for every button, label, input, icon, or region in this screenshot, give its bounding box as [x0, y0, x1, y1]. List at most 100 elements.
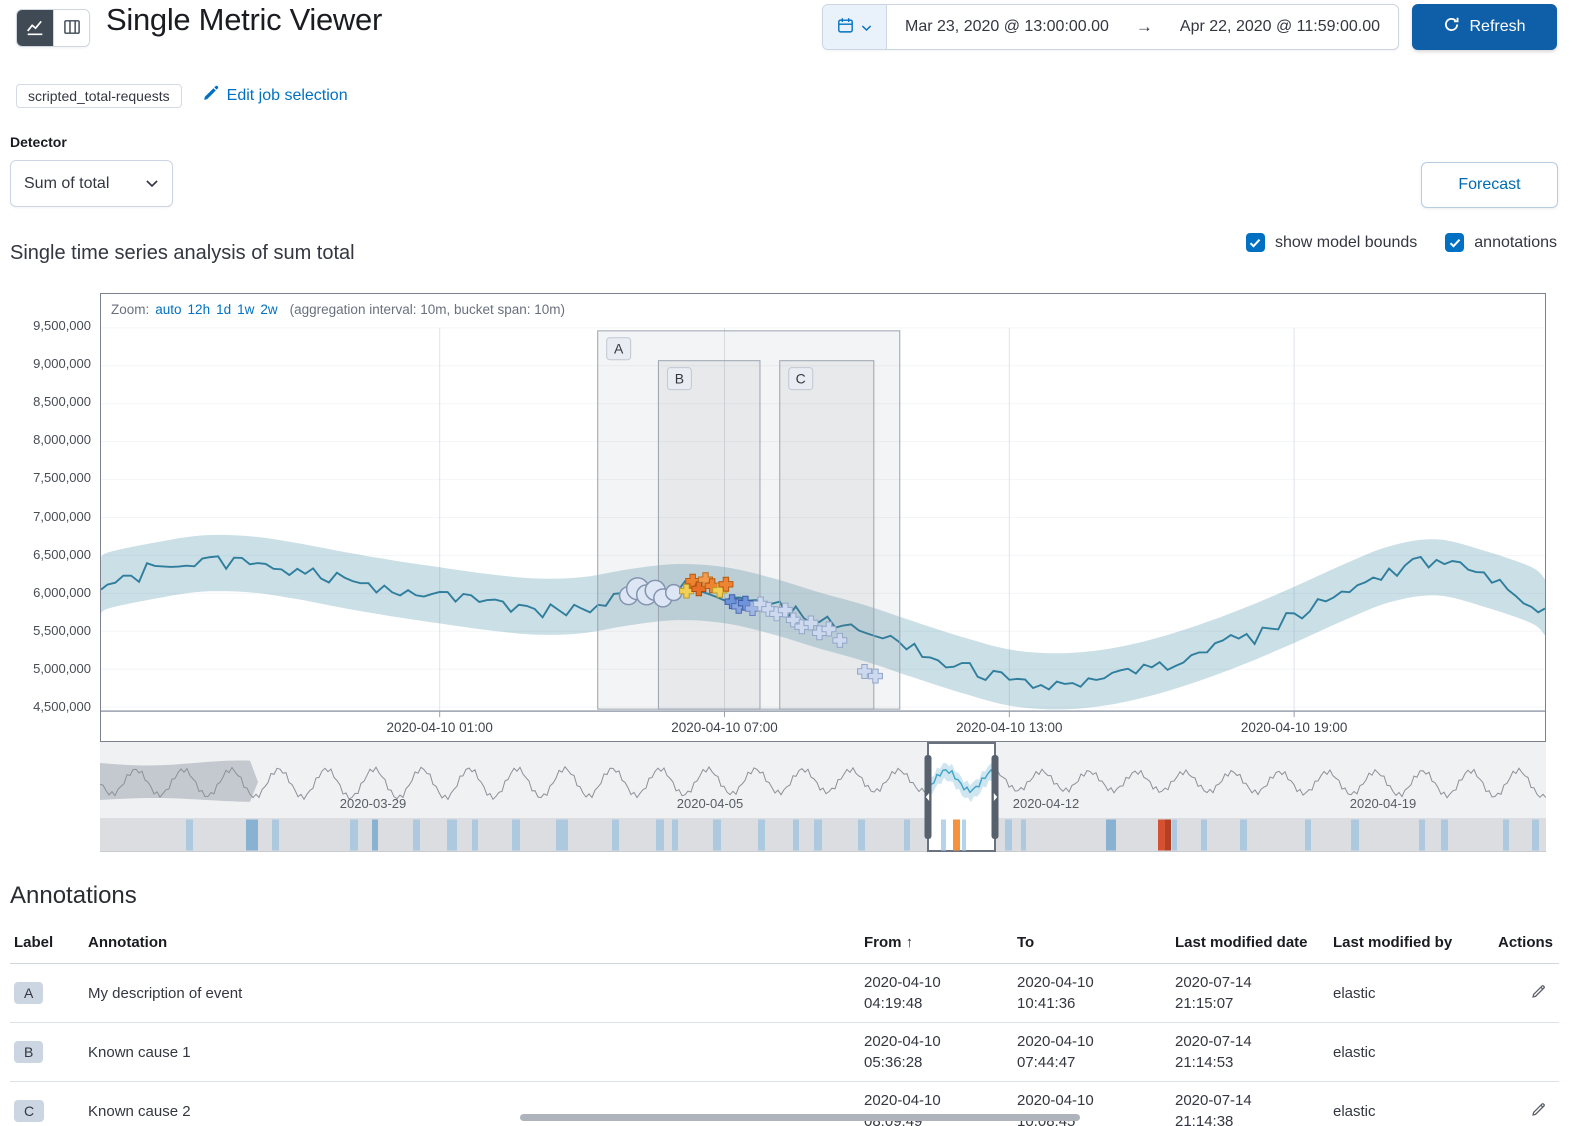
- column-header-from[interactable]: From ↑: [860, 926, 1013, 964]
- refresh-button[interactable]: Refresh: [1412, 4, 1557, 50]
- end-date[interactable]: Apr 22, 2020 @ 11:59:00.00: [1179, 18, 1380, 35]
- y-axis-label: 5,500,000: [33, 622, 91, 638]
- anomaly-marker-cross[interactable]: [679, 583, 695, 599]
- context-chart-svg[interactable]: 2020-03-29 2020-04-05 2020-04-12 2020-04-19: [100, 742, 1546, 852]
- data-grid-view-button[interactable]: [53, 10, 89, 46]
- annotation-label-badge: A: [14, 982, 44, 1004]
- column-header-to[interactable]: To: [1013, 926, 1171, 964]
- swimlane-anomaly-bar[interactable]: [612, 819, 619, 851]
- edit-annotation-button[interactable]: [1528, 1099, 1549, 1123]
- main-time-series-chart[interactable]: Zoom: auto 12h 1d 1w 2w (aggregation interva…: [100, 293, 1546, 742]
- swimlane-anomaly-bar[interactable]: [472, 819, 478, 851]
- y-axis-label: 4,500,000: [33, 699, 91, 714]
- date-range-display: Mar 23, 2020 @ 13:00:00.00 → Apr 22, 202…: [887, 5, 1398, 49]
- swimlane-anomaly-bar[interactable]: [904, 819, 910, 851]
- last-modified-by-cell: elastic: [1329, 1081, 1494, 1126]
- swimlane-anomaly-bar[interactable]: [962, 819, 966, 851]
- start-date[interactable]: Mar 23, 2020 @ 13:00:00.00: [905, 18, 1109, 35]
- swimlane-anomaly-bar[interactable]: [713, 819, 721, 851]
- zoom-options: auto 12h 1d 1w 2w: [149, 302, 277, 317]
- swimlane-anomaly-bar[interactable]: [1532, 819, 1539, 851]
- swimlane-anomaly-bar[interactable]: [1240, 819, 1247, 851]
- annotation-region-B[interactable]: [657, 360, 761, 710]
- date-range-arrow-icon: →: [1135, 17, 1153, 36]
- swimlane-anomaly-bar[interactable]: [758, 819, 765, 851]
- annotation-region-A[interactable]: [597, 330, 901, 710]
- swimlane-anomaly-bar[interactable]: [1305, 819, 1311, 851]
- column-header-last-modified-date[interactable]: Last modified date: [1171, 926, 1329, 964]
- swimlane-anomaly-bar[interactable]: [413, 819, 420, 851]
- swimlane-anomaly-bar[interactable]: [372, 819, 378, 851]
- x-axis-label: 2020-04-10 13:00: [956, 720, 1062, 735]
- swimlane-anomaly-bar[interactable]: [186, 819, 193, 851]
- swimlane-anomaly-bar[interactable]: [272, 819, 279, 851]
- swimlane-anomaly-bar[interactable]: [672, 819, 678, 851]
- anomaly-marker-cross[interactable]: [691, 581, 707, 597]
- swimlane-anomaly-bar[interactable]: [1503, 819, 1509, 851]
- swimlane-anomaly-bar[interactable]: [350, 819, 358, 851]
- swimlane-anomaly-bar[interactable]: [1419, 819, 1425, 851]
- swimlane-anomaly-bar[interactable]: [1106, 819, 1116, 851]
- swimlane-anomaly-bar[interactable]: [1351, 819, 1359, 851]
- swimlane-anomaly-bar[interactable]: [447, 819, 457, 851]
- zoom-option-12h[interactable]: 12h: [187, 302, 211, 317]
- annotation-row-B: B Known cause 1 2020-04-10 05:36:28 2020-04-…: [10, 1022, 1559, 1082]
- svg-text:B: B: [675, 371, 684, 387]
- swimlane-anomaly-bar[interactable]: [941, 819, 946, 851]
- main-chart-svg[interactable]: A B C 2020-04-10 01:00 2020-04-10 07:00 2020-…: [101, 294, 1545, 741]
- annotations-section-title: Annotations: [10, 882, 137, 909]
- zoom-option-2w[interactable]: 2w: [260, 302, 278, 317]
- swimlane-anomaly-bar[interactable]: [1441, 819, 1448, 851]
- anomaly-marker-cross[interactable]: [718, 576, 734, 592]
- swimlane-anomaly-bar[interactable]: [1005, 819, 1012, 851]
- last-modified-date-cell: 2020-07-14 21:14:53: [1171, 1022, 1329, 1082]
- swimlane-anomaly-bar[interactable]: [1172, 819, 1177, 851]
- anomaly-marker-cross[interactable]: [857, 664, 873, 679]
- annotations-checkbox[interactable]: annotations: [1445, 233, 1557, 252]
- zoom-option-auto[interactable]: auto: [155, 302, 182, 317]
- calendar-dropdown-button[interactable]: [823, 5, 887, 49]
- date-range-picker: Mar 23, 2020 @ 13:00:00.00 → Apr 22, 202…: [822, 4, 1399, 50]
- swimlane-anomaly-bar[interactable]: [246, 819, 258, 851]
- swimlane-anomaly-bar[interactable]: [1158, 819, 1165, 851]
- swimlane-anomaly-bar[interactable]: [1201, 819, 1207, 851]
- edit-annotation-button[interactable]: [1528, 981, 1549, 1005]
- swimlane-anomaly-bar[interactable]: [1165, 819, 1171, 851]
- column-header-annotation[interactable]: Annotation: [84, 926, 860, 964]
- swimlane-anomaly-bar[interactable]: [953, 819, 960, 851]
- horizontal-scrollbar-thumb[interactable]: [520, 1114, 1080, 1121]
- to-cell: 2020-04-10 07:44:47: [1013, 1022, 1171, 1082]
- swimlane-anomaly-bar[interactable]: [1021, 819, 1026, 851]
- forecast-button[interactable]: Forecast: [1421, 162, 1558, 208]
- anomaly-marker-cross[interactable]: [867, 668, 883, 684]
- column-header-last-modified-by[interactable]: Last modified by: [1329, 926, 1494, 964]
- swimlane-anomaly-bar[interactable]: [858, 819, 865, 851]
- y-axis: 9,500,000 9,000,000 8,500,000 8,000,000 7,50…: [0, 293, 94, 742]
- annotations-table-header: Label Annotation From ↑ To Last modified dat…: [10, 926, 1559, 964]
- svg-text:A: A: [614, 341, 624, 357]
- x-axis-label: 2020-04-10 01:00: [386, 720, 492, 735]
- swimlane-anomaly-bar[interactable]: [556, 819, 568, 851]
- anomaly-marker-cross[interactable]: [712, 582, 728, 598]
- swimlane-anomaly-bar[interactable]: [512, 819, 520, 851]
- context-axis-label: 2020-03-29: [340, 796, 407, 811]
- x-axis-label: 2020-04-10 07:00: [671, 720, 777, 735]
- swimlane-anomaly-bar[interactable]: [793, 819, 799, 851]
- chart-options: show model bounds annotations: [1245, 233, 1557, 252]
- svg-text:C: C: [796, 371, 806, 387]
- swimlane-anomaly-bar[interactable]: [814, 819, 822, 851]
- context-navigator[interactable]: 2020-03-29 2020-04-05 2020-04-12 2020-04-19: [100, 742, 1546, 852]
- edit-job-selection-link[interactable]: Edit job selection: [202, 85, 348, 107]
- annotation-text-cell: My description of event: [88, 984, 243, 1002]
- detector-select[interactable]: Sum of total: [10, 160, 173, 207]
- single-metric-view-button[interactable]: [17, 10, 53, 46]
- swimlane-anomaly-bar[interactable]: [656, 819, 664, 851]
- anomaly-marker-cross[interactable]: [821, 621, 837, 637]
- zoom-option-1d[interactable]: 1d: [216, 302, 232, 317]
- brush-selection[interactable]: [927, 742, 996, 852]
- anomaly-marker-cross[interactable]: [832, 632, 848, 648]
- pencil-icon: [202, 85, 219, 107]
- zoom-option-1w[interactable]: 1w: [237, 302, 255, 317]
- annotation-region-C[interactable]: [779, 360, 875, 710]
- show-model-bounds-checkbox[interactable]: show model bounds: [1245, 233, 1417, 252]
